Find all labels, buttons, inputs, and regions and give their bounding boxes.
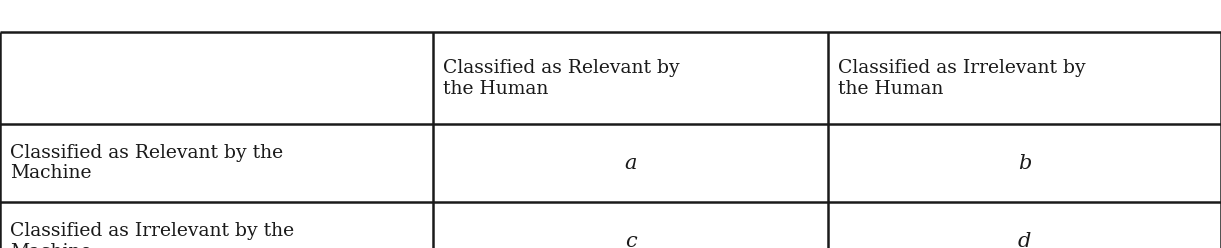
Text: Classified as Irrelevant by
the Human: Classified as Irrelevant by the Human [838,59,1085,97]
Text: b: b [1018,154,1031,173]
Text: a: a [624,154,637,173]
Text: Classified as Relevant by
the Human: Classified as Relevant by the Human [443,59,680,97]
Text: c: c [625,232,636,248]
Text: Classified as Irrelevant by the
Machine: Classified as Irrelevant by the Machine [10,222,294,248]
Text: d: d [1018,232,1031,248]
Text: Classified as Relevant by the
Machine: Classified as Relevant by the Machine [10,144,283,183]
